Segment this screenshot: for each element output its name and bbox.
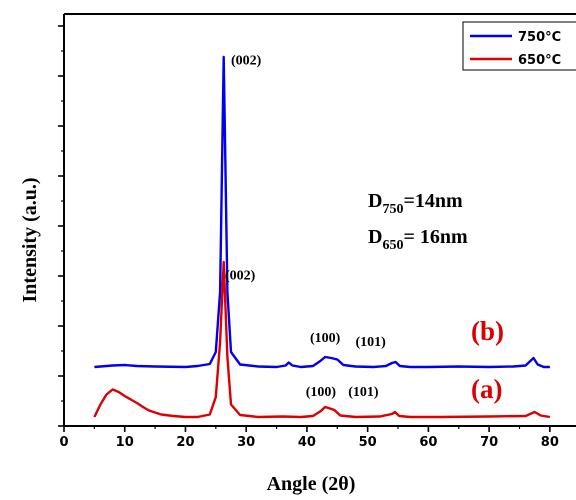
series-line-1 [93, 260, 551, 419]
x-tick-label-0: 0 [59, 435, 68, 450]
axes-layer: 0 10 20 30 40 50 60 70 80 [58, 13, 576, 450]
peak-annotation-4: (100) [306, 385, 337, 400]
y-axis-title: Intensity (a.u.) [19, 177, 41, 302]
legend-label-750: 750°C [518, 30, 561, 45]
peak-annotation-3: (101) [356, 335, 387, 350]
x-axis-title: Angle (2θ) [267, 473, 356, 495]
panel-label-b: (b) [471, 316, 504, 346]
x-tick-label-70: 70 [480, 435, 498, 450]
crystallite-size-650: D650= 16nm [368, 226, 468, 253]
series-layer [93, 55, 551, 419]
legend-box [462, 21, 576, 71]
x-tick-label-40: 40 [298, 435, 316, 450]
legend-label-650: 650°C [518, 53, 561, 68]
peak-annotation-2: (100) [310, 331, 341, 346]
x-tick-label-20: 20 [176, 435, 194, 450]
peak-annotation-5: (101) [348, 385, 379, 400]
crystallite-size-750: D750=14nm [368, 190, 463, 217]
peak-annotation-0: (002) [231, 54, 262, 69]
series-line-0 [94, 55, 550, 369]
crys-650-value: = 16nm [403, 226, 468, 248]
legend: 750°C 650°C [462, 21, 576, 71]
x-tick-label-10: 10 [116, 435, 134, 450]
crys-650-symbol: D [368, 226, 382, 248]
peak-annotation-1: (002) [225, 269, 256, 284]
panel-label-a: (a) [471, 374, 502, 404]
crys-750-symbol: D [368, 190, 382, 212]
text-layer: Angle (2θ) Intensity (a.u.) D750=14nm D6… [19, 54, 504, 496]
crys-650-sub: 650 [382, 238, 403, 253]
x-tick-label-60: 60 [419, 435, 437, 450]
crys-750-value: =14nm [403, 190, 463, 212]
x-tick-label-80: 80 [541, 435, 559, 450]
crys-750-sub: 750 [382, 202, 403, 217]
x-tick-label-50: 50 [359, 435, 377, 450]
x-tick-label-30: 30 [237, 435, 255, 450]
